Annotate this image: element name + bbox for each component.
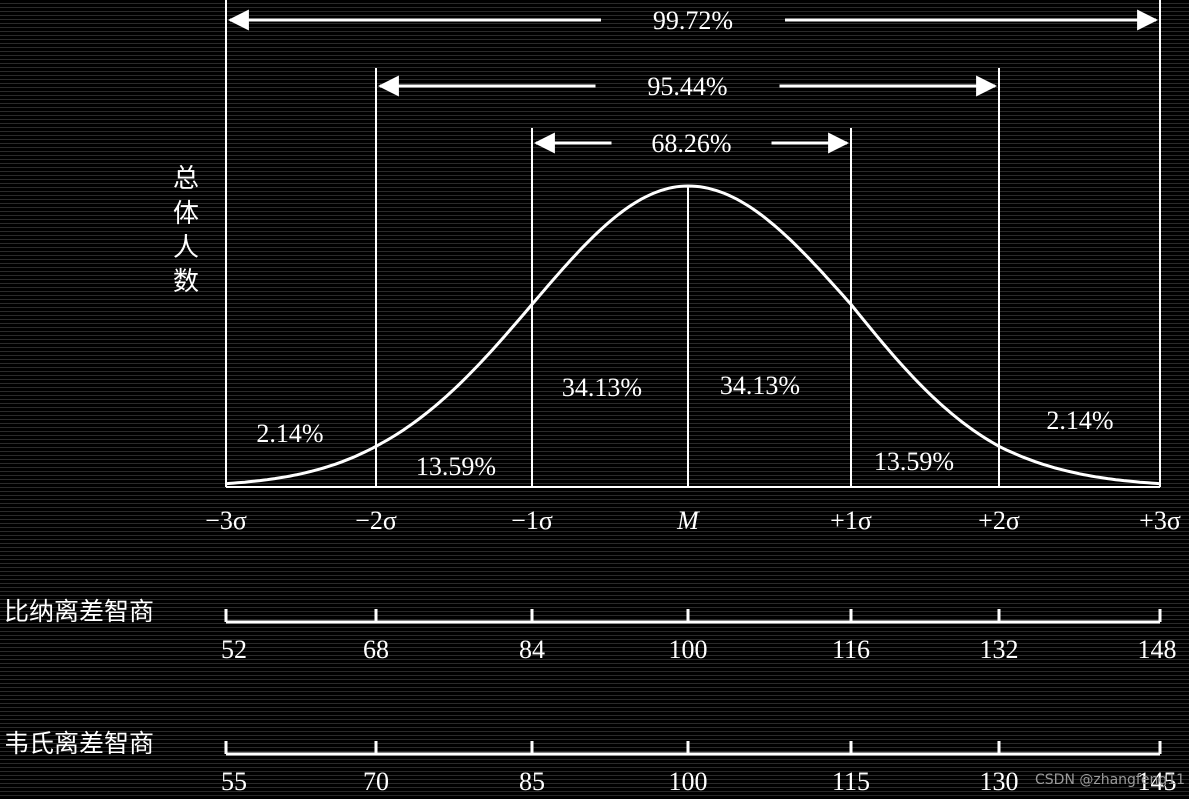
region-percent-label: 34.13% (720, 371, 800, 400)
scale-tick-label: 100 (669, 635, 708, 664)
watermark: CSDN @zhangfeng11 (1035, 772, 1185, 788)
x-tick-label: −3σ (205, 506, 247, 535)
scale-tick-label: 130 (980, 767, 1019, 796)
y-axis-label-char-1: 总 (173, 164, 199, 194)
region-percent-label: 2.14% (256, 419, 323, 448)
scale-tick-label: 85 (519, 767, 545, 796)
y-axis-label-char-3: 人 (173, 233, 199, 263)
region-percent-label: 2.14% (1046, 406, 1113, 435)
scale-label: 韦氏离差智商 (4, 729, 154, 758)
range-label: 99.72% (653, 6, 733, 35)
scale-tick-label: 132 (980, 635, 1019, 664)
y-axis-label-char-4: 数 (173, 267, 199, 297)
scale-tick-label: 84 (519, 635, 545, 664)
x-tick-label: −2σ (355, 506, 397, 535)
region-percent-label: 13.59% (416, 452, 496, 481)
bell-curve (225, 184, 1161, 486)
scale-tick-label: 148 (1138, 635, 1177, 664)
x-tick-label: +1σ (830, 506, 872, 535)
scale-tick-label: 115 (832, 767, 870, 796)
x-tick-label: M (676, 506, 700, 535)
chart-text: 99.72% 95.44% 68.26% 2.14% 13.59% 34.13% 34.13… (4, 6, 1181, 796)
scale-tick-label: 116 (832, 635, 870, 664)
chart-lines (224, 0, 1162, 756)
scale-tick-label: 100 (669, 767, 708, 796)
region-percent-label: 34.13% (562, 373, 642, 402)
region-percent-label: 13.59% (874, 447, 954, 476)
scale-tick-label: 145 (1138, 767, 1177, 796)
x-tick-label: +2σ (978, 506, 1020, 535)
scale-tick-label: 52 (221, 635, 247, 664)
range-label: 95.44% (647, 72, 727, 101)
x-tick-label: +3σ (1139, 506, 1181, 535)
range-label: 68.26% (651, 129, 731, 158)
scale-tick-label: 68 (363, 635, 389, 664)
scale-label: 比纳离差智商 (4, 597, 154, 626)
scale-tick-label: 70 (363, 767, 389, 796)
y-axis-label-char-2: 体 (173, 199, 199, 229)
scale-tick-label: 55 (221, 767, 247, 796)
x-tick-label: −1σ (511, 506, 553, 535)
